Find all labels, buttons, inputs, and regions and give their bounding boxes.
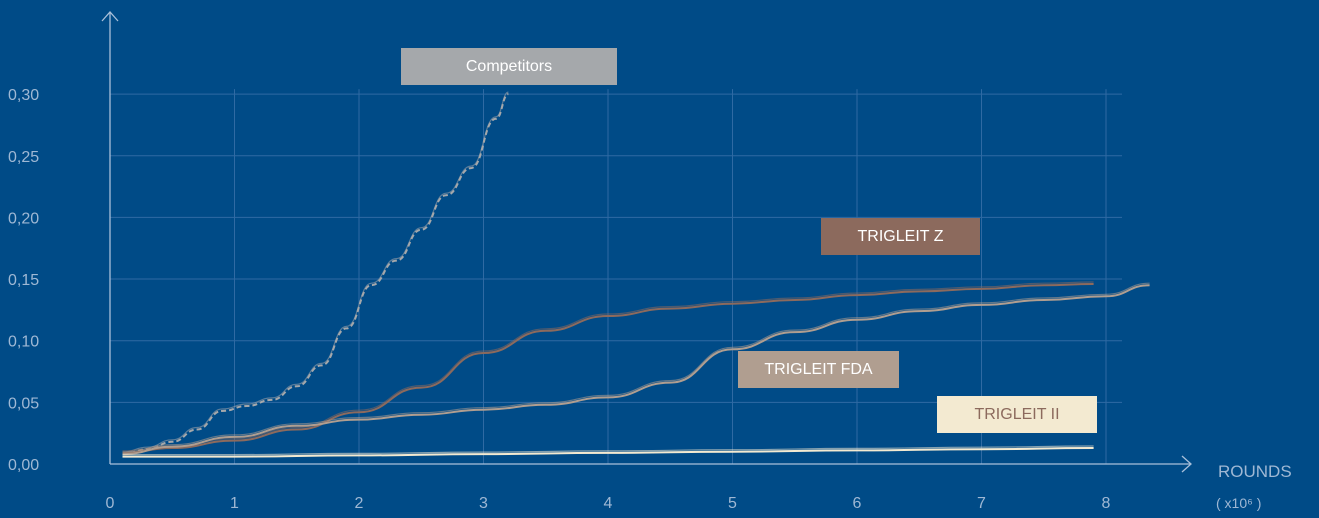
series-label-trigleit-ii: TRIGLEIT II <box>937 396 1097 433</box>
series-label-competitors: Competitors <box>401 48 617 85</box>
series-trace-trigleit-fda <box>122 282 1150 453</box>
series-trace-trigleit-ii <box>122 445 1094 456</box>
y-tick-label: 0,20 <box>8 210 39 227</box>
series-line-trigleit-ii <box>122 447 1094 458</box>
x-tick-label: 4 <box>604 495 613 512</box>
x-axis-unit: ( x10⁶ ) <box>1216 495 1261 511</box>
y-tick-label: 0,30 <box>8 87 39 104</box>
y-tick-label: 0,05 <box>8 395 39 412</box>
series-label-trigleit-fda: TRIGLEIT FDA <box>738 351 899 388</box>
y-axis-arrow <box>101 11 119 22</box>
x-tick-label: 3 <box>479 495 488 512</box>
series-label-trigleit-z: TRIGLEIT Z <box>821 218 980 255</box>
x-tick-label: 1 <box>230 495 239 512</box>
series-trace-trigleit-z <box>122 281 1094 452</box>
x-tick-label: 8 <box>1102 495 1111 512</box>
x-axis-title: ROUNDS <box>1218 462 1292 481</box>
series-line-trigleit-fda <box>122 284 1150 456</box>
y-tick-label: 0,15 <box>8 272 39 289</box>
series-line-competitors <box>122 93 509 456</box>
y-tick-label: 0,10 <box>8 334 39 351</box>
x-tick-label: 5 <box>728 495 737 512</box>
series-trace-competitors <box>122 91 509 453</box>
tick-labels: 0,00 0,05 0,10 0,15 0,20 0,25 0,30 0 1 2 3 4 5 6 7 8 <box>8 87 1111 512</box>
series-lines <box>122 91 1150 458</box>
x-tick-label: 7 <box>977 495 986 512</box>
axes <box>101 11 1192 473</box>
y-tick-label: 0,25 <box>8 149 39 166</box>
x-tick-label: 6 <box>853 495 862 512</box>
grid <box>110 89 1122 464</box>
y-tick-label: 0,00 <box>8 457 39 474</box>
x-tick-label: 2 <box>355 495 364 512</box>
x-tick-label: 0 <box>106 495 115 512</box>
x-axis-arrow <box>1181 455 1192 473</box>
series-line-trigleit-z <box>122 283 1094 454</box>
